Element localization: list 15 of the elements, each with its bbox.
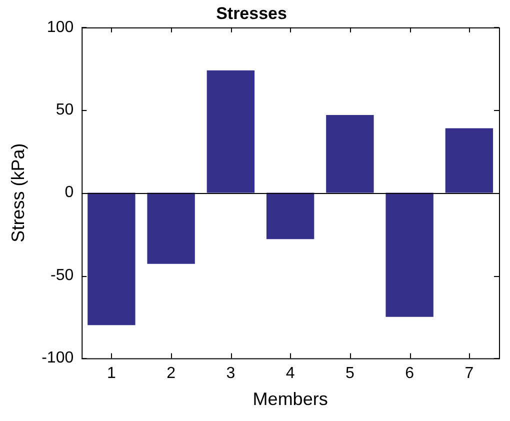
- y-tick-label: 100: [46, 18, 74, 36]
- y-tick-label: -50: [50, 266, 74, 284]
- y-tick-label: -100: [42, 350, 74, 367]
- x-tick-label: 4: [286, 365, 295, 382]
- chart-title: Stresses: [216, 4, 287, 23]
- x-axis-title: Members: [252, 389, 328, 410]
- x-tick-label: 7: [464, 365, 474, 382]
- x-tick-label: 2: [166, 365, 176, 382]
- x-tick-label: 3: [226, 365, 236, 382]
- y-axis-title: Stress (kPa): [8, 143, 28, 242]
- y-tick-label: 50: [56, 102, 74, 119]
- y-tick-label: 0: [64, 184, 74, 202]
- x-tick-label: 6: [405, 365, 414, 382]
- x-tick-label: 5: [345, 365, 354, 382]
- x-tick-label: 1: [106, 365, 116, 382]
